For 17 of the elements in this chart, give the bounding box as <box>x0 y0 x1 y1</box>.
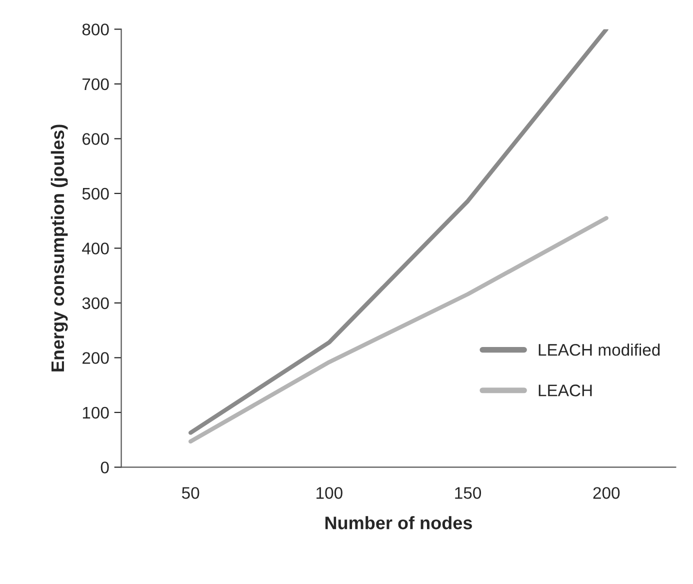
y-tick-label: 800 <box>82 24 109 36</box>
y-tick-label: 0 <box>100 462 109 474</box>
y-tick-label: 100 <box>82 406 109 419</box>
legend-label: LEACH <box>538 384 592 396</box>
y-tick-label: 300 <box>82 297 109 310</box>
y-tick-label: 400 <box>82 242 109 254</box>
y-tick-label: 200 <box>82 352 109 364</box>
x-tick-label: 100 <box>316 487 342 499</box>
y-tick-label: 500 <box>82 188 109 200</box>
y-axis-title: Energy consumption (joules) <box>50 124 68 372</box>
y-tick-label: 700 <box>82 78 109 90</box>
x-axis-title: Number of nodes <box>325 516 472 530</box>
x-tick-label: 150 <box>455 487 482 499</box>
legend-label: LEACH modified <box>538 344 660 356</box>
y-tick-label: 600 <box>82 133 109 145</box>
x-tick-label: 200 <box>593 487 620 499</box>
x-tick-label: 50 <box>182 487 200 499</box>
